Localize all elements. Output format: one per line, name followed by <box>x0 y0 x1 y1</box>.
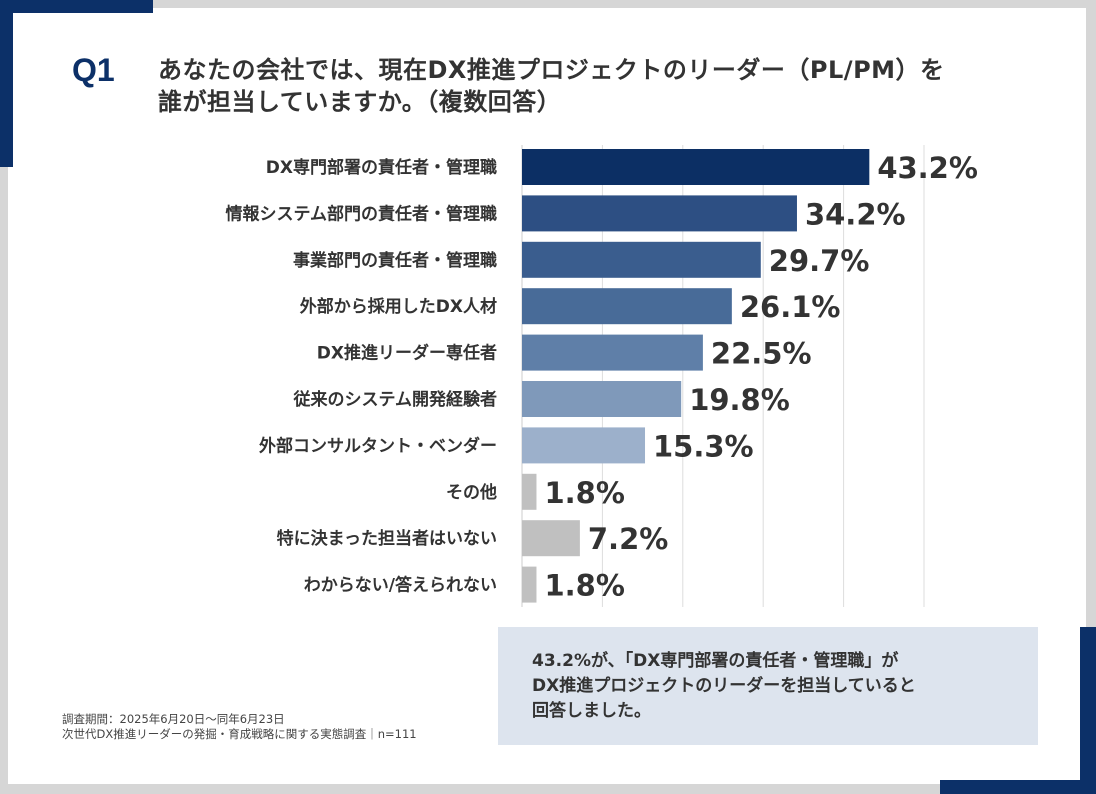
category-label: 特に決まった担当者はいない <box>277 528 497 549</box>
bar <box>522 334 703 371</box>
title-line-1: あなたの会社では、現在DX推進プロジェクトのリーダー（PL/PM）を <box>158 56 945 84</box>
data-label: 34.2% <box>805 197 906 231</box>
question-title: あなたの会社では、現在DX推進プロジェクトのリーダー（PL/PM）を 誰が担当し… <box>158 54 945 118</box>
bar <box>522 520 580 557</box>
bar <box>522 195 797 232</box>
category-label: わからない/答えられない <box>304 575 497 596</box>
category-label: 従来のシステム開発経験者 <box>293 389 498 410</box>
survey-period: 調査期間：2025年6月20日～同年6月23日 <box>62 712 285 726</box>
bar <box>522 473 537 510</box>
callout-box: 43.2%が、「DX専門部署の責任者・管理職」が DX推進プロジェクトのリーダー… <box>498 627 1038 745</box>
question-label: Q1 <box>72 52 115 88</box>
bar <box>522 427 646 464</box>
corner-accent-right <box>1080 627 1096 794</box>
callout-line-2: DX推進プロジェクトのリーダーを担当していると <box>532 676 916 696</box>
category-label: 情報システム部門の責任者・管理職 <box>226 203 498 224</box>
survey-name: 次世代DX推進リーダーの発掘・育成戦略に関する実態調査｜n=111 <box>62 727 417 741</box>
bar <box>522 241 761 278</box>
data-label: 15.3% <box>653 429 754 463</box>
data-label: 1.8% <box>544 569 624 603</box>
bar <box>522 566 537 603</box>
data-label: 19.8% <box>689 383 790 417</box>
bar <box>522 149 870 185</box>
corner-accent-left <box>0 0 13 167</box>
category-label: DX専門部署の責任者・管理職 <box>266 157 497 178</box>
bar <box>522 381 682 417</box>
corner-accent-top <box>0 0 153 13</box>
data-label: 7.2% <box>588 522 668 556</box>
data-label: 22.5% <box>711 337 812 371</box>
corner-accent-bottom <box>940 780 1096 794</box>
data-label: 26.1% <box>740 290 841 324</box>
callout-line-1: 43.2%が、「DX専門部署の責任者・管理職」が <box>532 651 899 671</box>
title-line-2: 誰が担当していますか。（複数回答） <box>158 88 562 116</box>
data-label: 29.7% <box>769 244 870 278</box>
callout-line-3: 回答しました。 <box>532 701 651 721</box>
category-label: 外部コンサルタント・ベンダー <box>259 435 497 456</box>
category-label: その他 <box>446 482 497 503</box>
category-label: 外部から採用したDX人材 <box>300 296 497 317</box>
bar <box>522 288 732 325</box>
data-label: 1.8% <box>544 476 624 510</box>
data-label: 43.2% <box>877 151 978 185</box>
footnote: 調査期間：2025年6月20日～同年6月23日 次世代DX推進リーダーの発掘・育… <box>62 712 417 742</box>
category-label: DX推進リーダー専任者 <box>317 343 497 364</box>
category-label: 事業部門の責任者・管理職 <box>293 250 497 271</box>
